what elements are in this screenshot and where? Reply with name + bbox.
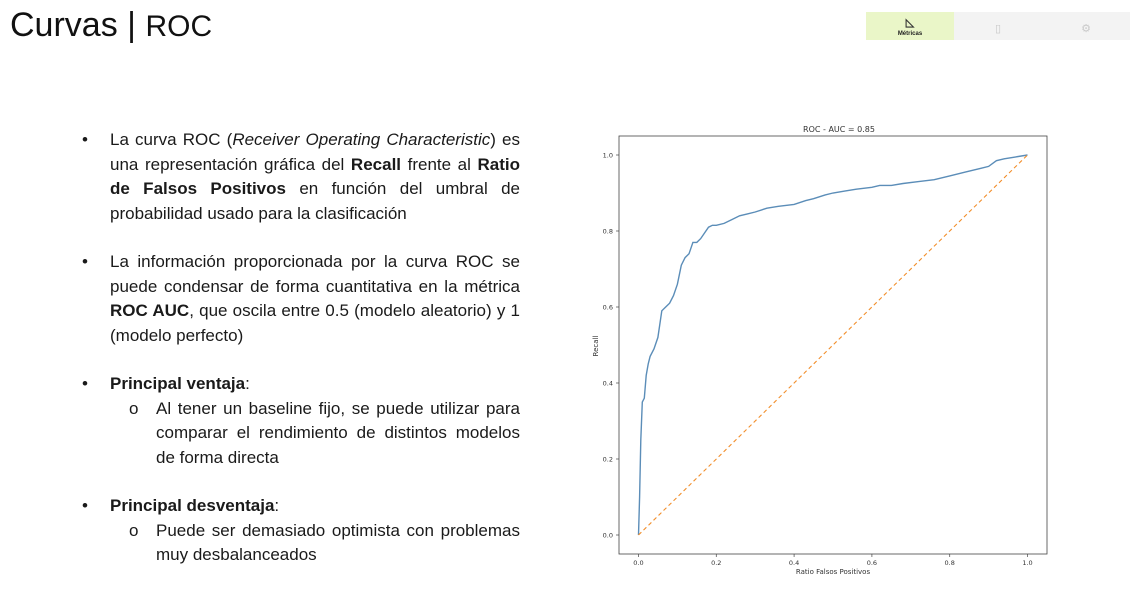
bullet-definition: La curva ROC (Receiver Operating Charact… xyxy=(82,128,520,226)
bullet-advantage: Principal ventaja: xyxy=(82,372,520,397)
chart-title: ROC - AUC = 0.85 xyxy=(803,125,875,134)
bullet-definition-fpr: Ratio de Falsos Positivos xyxy=(110,154,520,199)
disadvantage-group: Principal desventaja: Puede ser demasiad… xyxy=(82,494,520,568)
bullet-definition-recall: Recall xyxy=(350,154,402,174)
page-title: Curvas | ROC xyxy=(10,6,212,45)
gears-icon: ⚙ xyxy=(1081,23,1091,35)
bullet-definition-text-4: en función del umbral de probabilidad us… xyxy=(110,179,520,223)
roc-chart: ROC - AUC = 0.85 0.0 0.2 0.4 0.6 0.8 1.00.00.… xyxy=(592,125,1048,576)
tab-ajustes[interactable]: ⚙ xyxy=(1042,12,1130,40)
x-tick-label: 0.8 xyxy=(945,559,955,567)
bullet-definition-text-1: La curva ROC ( xyxy=(110,130,233,149)
bullet-definition-italic: Receiver Operating Characteristic xyxy=(232,130,491,149)
tab-metricas[interactable]: ◺ Métricas xyxy=(866,12,954,40)
bullet-disadvantage: Principal desventaja: xyxy=(82,494,520,519)
bullet-disadvantage-label: Principal desventaja xyxy=(110,496,275,515)
x-tick-label: 0.6 xyxy=(867,559,877,567)
document-icon: ▯ xyxy=(994,23,1002,35)
bullet-definition-text-2: ) es una representación gráfica del xyxy=(110,130,520,174)
x-tick-label: 1.0 xyxy=(1022,559,1032,567)
sub-bullet-advantage: Al tener un baseline fijo, se puede util… xyxy=(110,397,520,471)
chart-series xyxy=(637,154,1028,536)
roc-line xyxy=(637,154,1028,536)
baseline-line xyxy=(638,154,1028,536)
bullet-auc: La información proporcionada por la curv… xyxy=(82,250,520,348)
tab-documento[interactable]: ▯ xyxy=(954,12,1042,40)
bullet-definition-text-3: frente al xyxy=(401,154,478,174)
x-tick-label: 0.2 xyxy=(711,559,721,567)
section-tabs: ◺ Métricas ▯ ⚙ xyxy=(866,12,1130,40)
tab-metricas-label: Métricas xyxy=(897,31,923,37)
page-title-sub: ROC xyxy=(145,10,213,43)
bullet-disadvantage-colon: : xyxy=(274,496,280,515)
y-tick-label: 0.4 xyxy=(603,379,613,387)
page-title-main: Curvas | xyxy=(10,6,136,44)
y-tick-label: 0.2 xyxy=(603,455,613,463)
ruler-triangle-icon: ◺ xyxy=(905,17,915,29)
y-tick-label: 0.6 xyxy=(603,303,613,311)
y-tick-label: 1.0 xyxy=(603,151,613,159)
bullet-auc-metric: ROC AUC xyxy=(110,301,190,320)
x-tick-label: 0.0 xyxy=(633,559,643,567)
y-tick-label: 0.8 xyxy=(603,227,613,235)
y-tick-label: 0.0 xyxy=(603,531,613,539)
y-axis-label: Recall xyxy=(592,336,600,357)
bullet-auc-text-2: , que oscila entre 0.5 (modelo aleatorio… xyxy=(110,301,520,345)
axis-ticks: 0.0 0.2 0.4 0.6 0.8 1.0 0.0 0.2 0.4 0.6 0.8 1.0 xyxy=(603,151,1033,567)
advantage-group: Principal ventaja: Al tener un baseline … xyxy=(82,372,520,470)
bullet-advantage-colon: : xyxy=(245,374,250,393)
plot-frame xyxy=(618,135,1048,555)
bullet-list: La curva ROC (Receiver Operating Charact… xyxy=(82,128,520,592)
x-tick-label: 0.4 xyxy=(789,559,799,567)
bullet-auc-text-1: La información proporcionada por la curv… xyxy=(110,252,520,296)
sub-bullet-disadvantage: Puede ser demasiado optimista con proble… xyxy=(110,519,520,568)
bullet-advantage-label: Principal ventaja xyxy=(110,374,246,393)
x-axis-label: Ratio Falsos Positivos xyxy=(796,568,871,576)
